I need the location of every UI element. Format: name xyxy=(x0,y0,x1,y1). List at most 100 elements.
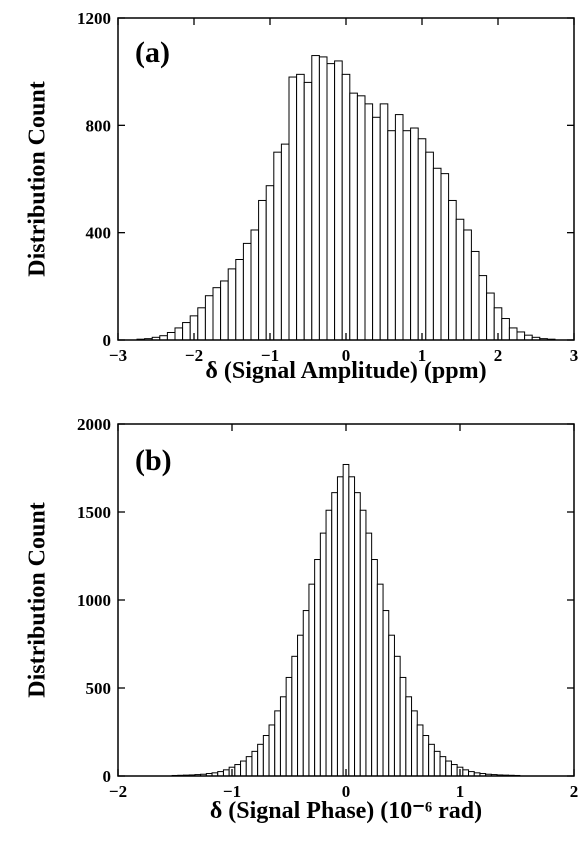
bar-b xyxy=(325,509,333,777)
bar-b xyxy=(399,676,407,777)
bar-a xyxy=(311,55,320,341)
bar-b xyxy=(439,756,447,777)
bar-a xyxy=(387,130,396,341)
x-tick-label-a: 1 xyxy=(418,346,427,365)
y-tick-label-b: 500 xyxy=(86,679,112,698)
bar-a xyxy=(516,331,526,341)
bar-b xyxy=(319,532,327,777)
x-tick-label-b: 0 xyxy=(342,782,351,801)
bar-b xyxy=(422,735,430,777)
y-tick-label-b: 2000 xyxy=(77,415,111,434)
bar-a xyxy=(341,73,351,341)
bar-b xyxy=(342,463,350,777)
x-tick-label-a: −1 xyxy=(261,346,279,365)
bar-a xyxy=(432,167,442,341)
y-axis-label-a: Distribution Count xyxy=(24,81,50,276)
x-tick-label-b: 2 xyxy=(570,782,579,801)
x-tick-label-b: −1 xyxy=(223,782,241,801)
bar-a xyxy=(258,199,267,341)
y-tick-label-a: 0 xyxy=(103,331,112,350)
bar-a xyxy=(448,199,457,341)
bar-a xyxy=(212,287,222,341)
x-tick-label-b: −2 xyxy=(109,782,127,801)
panel-label-b: (b) xyxy=(135,444,172,477)
bar-a xyxy=(227,268,237,341)
bar-a xyxy=(463,229,472,341)
y-tick-label-b: 1500 xyxy=(77,503,111,522)
bar-a xyxy=(486,292,495,341)
bar-a xyxy=(265,185,275,341)
bar-b xyxy=(359,509,367,777)
bar-a xyxy=(318,56,328,341)
bar-a xyxy=(440,173,450,341)
bar-b xyxy=(222,769,230,777)
bar-b xyxy=(354,492,361,777)
bar-b xyxy=(240,760,247,777)
bar-a xyxy=(242,242,252,341)
bar-a xyxy=(296,73,305,341)
bar-b xyxy=(314,559,321,777)
bar-a xyxy=(501,318,510,341)
ticks-b: −2 −1 0 1 2 0 500 1000 1500 2000 xyxy=(77,415,578,801)
bar-a xyxy=(204,295,214,341)
bar-b xyxy=(308,583,316,777)
bar-a xyxy=(166,331,176,341)
bar-b xyxy=(268,724,276,777)
bar-a xyxy=(402,130,412,341)
bar-a xyxy=(470,250,480,341)
bar-a xyxy=(235,259,244,341)
x-tick-label-a: −3 xyxy=(109,346,127,365)
bar-b xyxy=(331,492,338,777)
bar-a xyxy=(197,307,206,341)
bar-b xyxy=(382,610,390,777)
bar-b xyxy=(274,710,281,777)
bar-b xyxy=(365,532,373,777)
bar-b xyxy=(234,764,242,777)
y-tick-label-a: 800 xyxy=(86,116,112,135)
bar-a xyxy=(455,218,465,341)
bar-b xyxy=(348,476,356,777)
y-tick-label-b: 1000 xyxy=(77,591,111,610)
x-axis-label-b: δ (Signal Phase) (10⁻⁶ rad) xyxy=(210,798,482,824)
y-tick-label-a: 400 xyxy=(86,224,112,243)
bar-b xyxy=(371,559,378,777)
bar-a xyxy=(372,116,381,341)
bar-a xyxy=(410,127,419,341)
bar-b xyxy=(251,750,259,777)
bar-a xyxy=(394,114,404,341)
histogram-panel-a: −3 −2 −1 0 1 2 3 0 400 800 1200 (a) δ (Signal Ampl… xyxy=(24,9,578,384)
bar-b xyxy=(428,743,435,777)
y-tick-label-a: 1200 xyxy=(77,9,111,28)
bar-b xyxy=(376,583,384,777)
ticks-a: −3 −2 −1 0 1 2 3 0 400 800 1200 xyxy=(77,9,578,365)
bar-b xyxy=(405,696,413,777)
bar-a xyxy=(508,327,518,341)
bar-b xyxy=(393,655,401,777)
x-axis-label-a: δ (Signal Amplitude) (ppm) xyxy=(205,358,486,384)
bar-a xyxy=(349,92,358,341)
bar-a xyxy=(425,151,434,341)
bars-b xyxy=(171,463,521,777)
bar-b xyxy=(285,676,293,777)
bar-b xyxy=(433,750,441,777)
x-tick-label-a: 3 xyxy=(570,346,579,365)
bar-a xyxy=(280,143,290,341)
bar-b xyxy=(445,760,452,777)
y-tick-label-b: 0 xyxy=(103,767,112,786)
bar-b xyxy=(245,756,253,777)
bar-a xyxy=(478,275,488,341)
x-tick-label-b: 1 xyxy=(456,782,465,801)
bar-a xyxy=(174,327,184,341)
y-axis-label-b: Distribution Count xyxy=(24,502,50,697)
panel-label-a: (a) xyxy=(135,36,170,69)
bar-a xyxy=(273,151,282,341)
bar-a xyxy=(182,322,191,341)
bar-b xyxy=(462,769,470,777)
x-tick-label-a: 2 xyxy=(494,346,503,365)
bar-a xyxy=(334,60,343,341)
x-tick-label-a: 0 xyxy=(342,346,351,365)
bar-a xyxy=(379,103,389,341)
bar-a xyxy=(417,138,427,341)
x-tick-label-a: −2 xyxy=(185,346,203,365)
bar-b xyxy=(336,476,344,777)
